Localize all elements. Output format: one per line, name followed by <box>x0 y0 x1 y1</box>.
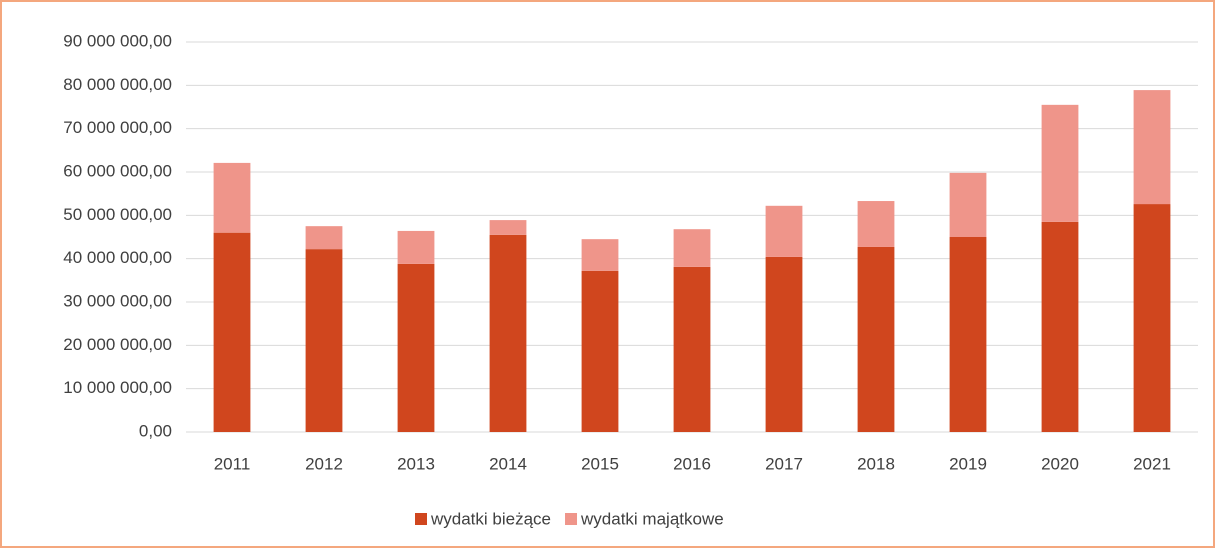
bar-segment <box>213 162 251 233</box>
bar-segment <box>1133 90 1171 205</box>
bar-segment <box>765 205 803 257</box>
x-tick-label: 2016 <box>673 454 711 473</box>
y-tick-label: 90 000 000,00 <box>63 31 172 50</box>
x-tick-label: 2021 <box>1133 454 1171 473</box>
legend-label: wydatki bieżące <box>430 509 551 528</box>
x-tick-label: 2020 <box>1041 454 1079 473</box>
y-tick-label: 70 000 000,00 <box>63 118 172 137</box>
legend-swatch <box>415 513 427 525</box>
legend-label: wydatki majątkowe <box>580 509 724 528</box>
y-tick-label: 0,00 <box>139 421 172 440</box>
bar-segment <box>397 263 435 432</box>
bar-segment <box>949 237 987 432</box>
bar-segment <box>305 249 343 432</box>
x-tick-label: 2018 <box>857 454 895 473</box>
bar-segment <box>581 270 619 432</box>
x-tick-label: 2019 <box>949 454 987 473</box>
y-tick-label: 50 000 000,00 <box>63 205 172 224</box>
bar-segment <box>489 234 527 432</box>
bar-segment <box>397 230 435 264</box>
y-tick-label: 30 000 000,00 <box>63 291 172 310</box>
y-tick-label: 80 000 000,00 <box>63 75 172 94</box>
legend-swatch <box>565 513 578 525</box>
bar-segment <box>213 232 251 432</box>
x-tick-label: 2015 <box>581 454 619 473</box>
bar-segment <box>1041 221 1079 432</box>
x-tick-label: 2014 <box>489 454 527 473</box>
bar-segment <box>949 172 987 237</box>
bar-segment <box>765 256 803 432</box>
bar-segment <box>1133 204 1171 432</box>
bar-segment <box>857 201 895 247</box>
y-tick-label: 40 000 000,00 <box>63 248 172 267</box>
bar-segment <box>673 229 711 267</box>
y-tick-label: 20 000 000,00 <box>63 335 172 354</box>
bar-segment <box>673 266 711 432</box>
bar-segment <box>857 246 895 432</box>
x-tick-label: 2017 <box>765 454 803 473</box>
y-tick-label: 10 000 000,00 <box>63 378 172 397</box>
bar-segment <box>1041 104 1079 222</box>
bar-segment <box>581 239 619 271</box>
bar-segment <box>305 226 343 250</box>
x-tick-label: 2013 <box>397 454 435 473</box>
x-tick-label: 2011 <box>214 454 251 473</box>
y-tick-label: 60 000 000,00 <box>63 161 172 180</box>
x-tick-label: 2012 <box>305 454 343 473</box>
bar-segment <box>489 220 527 235</box>
